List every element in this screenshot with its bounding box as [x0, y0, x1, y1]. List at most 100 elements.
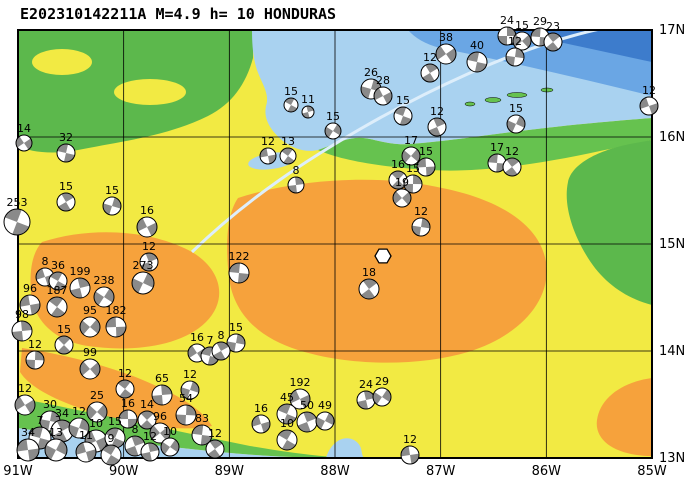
depth-label: 96: [23, 282, 37, 295]
depth-label: 12: [505, 145, 519, 158]
depth-label: 15: [59, 180, 73, 193]
nodal-plane-quadrants: [422, 64, 438, 82]
depth-label: 238: [94, 274, 115, 287]
depth-label: 12: [18, 382, 32, 395]
nodal-plane-quadrants: [260, 148, 276, 164]
nodal-plane-quadrants: [297, 412, 317, 432]
depth-label: 30: [43, 398, 57, 411]
focal-mechanism: 15: [102, 184, 122, 216]
lowland-yellow-patch: [32, 49, 92, 75]
depth-label: 25: [90, 389, 104, 402]
nodal-plane-quadrants: [281, 148, 295, 164]
depth-label: 17: [490, 141, 504, 154]
nodal-plane-quadrants: [361, 279, 377, 299]
plot-title: E202310142211A M=4.9 h= 10 HONDURAS: [20, 5, 336, 23]
nodal-plane-quadrants: [361, 79, 381, 99]
depth-label: 32: [59, 131, 73, 144]
nodal-plane-quadrants: [70, 278, 90, 298]
focal-mechanism: 15: [54, 323, 74, 355]
nodal-plane-quadrants: [80, 319, 100, 335]
focal-mechanism: 36: [48, 259, 68, 291]
depth-label: 24: [500, 14, 514, 27]
depth-label: 16: [140, 204, 154, 217]
depth-label: 12: [430, 105, 444, 118]
depth-label: 96: [153, 410, 167, 423]
lon-label: 88W: [320, 464, 350, 479]
nodal-plane-quadrants: [150, 425, 170, 441]
southeast-highlands-orange: [596, 378, 652, 456]
nodal-plane-quadrants: [394, 107, 412, 125]
depth-label: 11: [301, 93, 315, 106]
focal-mechanism: 15: [226, 321, 246, 353]
depth-label: 83: [195, 412, 209, 425]
depth-label: 10: [280, 417, 294, 430]
nodal-plane-quadrants: [94, 288, 114, 306]
focal-mechanism: 8: [287, 164, 305, 194]
bay-islands: [464, 87, 554, 107]
depth-label: 12: [414, 205, 428, 218]
nodal-plane-quadrants: [316, 412, 334, 430]
nodal-plane-quadrants: [15, 396, 35, 414]
depth-label: 24: [359, 378, 373, 391]
depth-label: 50: [300, 399, 314, 412]
nodal-plane-quadrants: [284, 98, 298, 112]
nodal-plane-quadrants: [436, 45, 456, 63]
nodal-plane-quadrants: [57, 144, 75, 162]
focal-mechanism: 7: [28, 414, 52, 450]
focal-mechanism: 12: [115, 367, 135, 399]
depth-label: 15: [406, 162, 420, 175]
axis-labels: 91W 90W 89W 88W 87W 86W 85W 17N 16N 15N 14N 13N: [3, 23, 685, 479]
focal-mechanism: 11: [75, 429, 97, 463]
depth-label: 12: [142, 240, 156, 253]
nodal-plane-quadrants: [161, 439, 179, 455]
nodal-plane-quadrants: [105, 428, 125, 448]
depth-label: 29: [533, 15, 547, 28]
focal-mechanism: 65: [151, 372, 173, 406]
focal-mechanism: 12: [505, 35, 525, 67]
focal-mechanism: 15: [283, 85, 299, 113]
focal-mechanism: 54: [175, 392, 197, 426]
focal-mechanism: 99: [79, 346, 101, 380]
nodal-plane-quadrants: [201, 347, 219, 365]
lat-label: 13N: [659, 451, 685, 466]
depth-label: 14: [140, 398, 154, 411]
focal-mechanism: 192: [289, 376, 311, 410]
focal-mechanism: 253: [3, 196, 31, 236]
depth-label: 34: [21, 426, 35, 439]
focal-mechanism: 45: [276, 391, 298, 425]
focal-mechanism: 13: [44, 426, 68, 462]
focal-mechanism: 12: [411, 205, 431, 237]
nodal-plane-quadrants: [546, 33, 560, 51]
depth-label: 15: [229, 321, 243, 334]
nodal-plane-quadrants: [140, 411, 154, 429]
nodal-plane-quadrants: [504, 158, 520, 176]
depth-label: 12: [261, 135, 275, 148]
nodal-plane-quadrants: [52, 420, 72, 442]
focal-mechanism: 12: [25, 338, 45, 370]
focal-mechanism: 25: [86, 389, 108, 423]
depth-label: 13: [281, 135, 295, 148]
island: [484, 97, 502, 103]
focal-mechanism: 16: [388, 158, 408, 190]
nodal-plane-quadrants: [80, 361, 100, 377]
depth-label: 54: [179, 392, 193, 405]
nodal-plane-quadrants: [152, 385, 172, 405]
focal-mechanism: 15: [512, 19, 532, 51]
nodal-plane-quadrants: [181, 381, 199, 399]
depth-label: 15: [326, 110, 340, 123]
nodal-plane-quadrants: [428, 118, 446, 136]
nodal-plane-quadrants: [58, 193, 74, 211]
focal-mechanism: 24: [497, 14, 517, 46]
focal-mechanism: 12: [139, 240, 159, 272]
nodal-plane-quadrants: [119, 410, 137, 428]
nodal-plane-quadrants: [176, 405, 196, 425]
focal-mechanism: 12: [14, 382, 36, 416]
nodal-plane-quadrants: [140, 253, 158, 271]
depth-label: 187: [47, 284, 68, 297]
depth-label: 7: [37, 414, 44, 427]
focal-mechanism: 15: [403, 162, 423, 194]
focal-mechanism: 50: [296, 399, 318, 433]
map-frame: [17, 29, 653, 459]
depth-label: 15: [57, 323, 71, 336]
island: [540, 87, 554, 93]
